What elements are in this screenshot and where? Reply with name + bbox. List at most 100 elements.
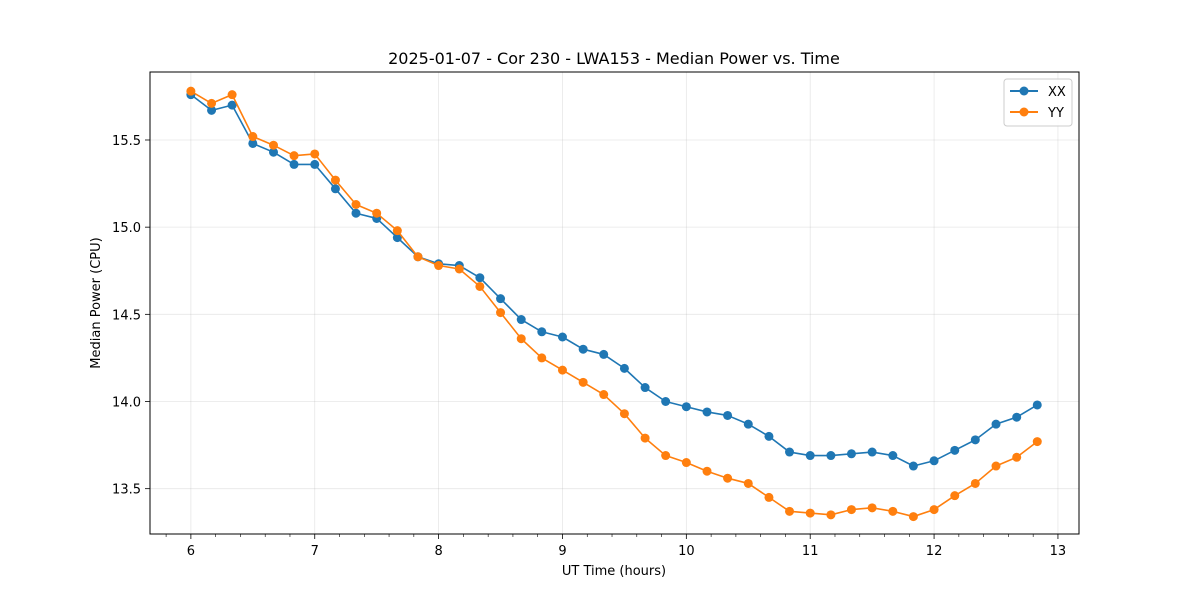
data-point-xx [475, 273, 485, 283]
x-tick-label: 6 [187, 544, 195, 559]
data-point-yy [330, 175, 340, 185]
data-point-xx [330, 184, 340, 194]
x-tick-label: 10 [678, 544, 695, 559]
data-point-yy [351, 200, 361, 209]
data-point-xx [1032, 400, 1042, 410]
data-point-yy [227, 90, 237, 100]
data-point-xx [929, 456, 939, 466]
data-point-xx [289, 159, 299, 169]
data-point-xx [392, 233, 402, 243]
x-tick-label: 13 [1050, 544, 1067, 559]
data-point-xx [496, 294, 506, 304]
y-tick-label: 14.0 [112, 396, 141, 411]
x-axis-label: UT Time (hours) [562, 564, 666, 579]
chart-title: 2025-01-07 - Cor 230 - LWA153 - Median P… [388, 49, 840, 68]
data-point-xx [1012, 412, 1022, 422]
series-line-xx [190, 94, 1038, 467]
data-point-xx [826, 451, 836, 461]
data-point-xx [681, 402, 691, 412]
data-point-yy [888, 506, 898, 516]
data-point-yy [372, 208, 382, 218]
data-point-xx [516, 315, 526, 325]
data-point-yy [557, 365, 567, 375]
data-point-xx [227, 100, 237, 110]
data-point-xx [805, 451, 815, 461]
data-point-yy [785, 506, 795, 516]
data-point-yy [413, 252, 423, 262]
data-point-yy [454, 264, 464, 274]
x-tick-label: 7 [311, 544, 319, 559]
data-point-yy [1012, 452, 1022, 462]
data-point-yy [991, 461, 1001, 471]
series-layer [186, 86, 1042, 522]
data-point-xx [351, 208, 361, 218]
legend-marker-xx [1019, 86, 1029, 96]
data-point-xx [743, 419, 753, 429]
x-tick-label: 11 [802, 544, 819, 559]
data-point-xx [867, 447, 877, 457]
data-point-xx [702, 407, 712, 417]
y-tick-label: 14.5 [112, 308, 141, 323]
data-point-yy [908, 512, 918, 522]
grid [150, 72, 1079, 534]
data-point-yy [516, 334, 526, 344]
data-point-yy [846, 505, 856, 515]
data-point-xx [970, 435, 980, 445]
data-point-yy [661, 451, 671, 461]
data-point-xx [599, 349, 609, 359]
data-point-yy [743, 478, 753, 488]
x-tick-label: 8 [434, 544, 442, 559]
y-tick-label: 13.5 [112, 483, 141, 498]
data-point-xx [619, 363, 629, 373]
x-tick-label: 9 [558, 544, 566, 559]
series-yy [186, 86, 1042, 522]
data-point-yy [723, 473, 733, 483]
data-point-xx [723, 410, 733, 420]
data-point-xx [269, 147, 278, 157]
x-tick-label: 12 [926, 544, 943, 559]
data-point-yy [764, 492, 774, 502]
data-point-yy [681, 458, 691, 468]
data-point-xx [248, 138, 258, 148]
data-point-xx [908, 461, 918, 471]
data-point-yy [496, 308, 506, 318]
data-point-yy [434, 261, 444, 271]
data-point-xx [764, 431, 774, 441]
data-point-xx [310, 159, 320, 169]
legend-label-yy: YY [1047, 106, 1064, 121]
data-point-yy [186, 86, 196, 96]
data-point-xx [207, 105, 217, 115]
data-point-yy [248, 132, 258, 142]
data-point-xx [991, 419, 1001, 429]
data-point-yy [269, 140, 278, 150]
data-point-xx [950, 445, 960, 455]
data-point-yy [599, 390, 609, 400]
plot-frame [149, 71, 1080, 535]
data-point-yy [310, 149, 320, 159]
y-tick-label: 15.5 [112, 134, 141, 149]
legend-marker-yy [1019, 107, 1029, 117]
data-point-xx [888, 451, 898, 461]
data-point-yy [950, 491, 960, 501]
legend-label-xx: XX [1048, 85, 1066, 100]
y-tick-label: 15.0 [112, 221, 141, 236]
data-point-xx [846, 449, 856, 459]
series-xx [186, 90, 1042, 471]
data-point-yy [702, 466, 712, 476]
data-point-yy [392, 226, 402, 236]
data-point-yy [805, 508, 815, 518]
axis-ticks: 6 7 8 9 10 11 12 13 13.5 14.0 14.5 15.0 15.5 [112, 134, 1066, 559]
data-point-yy [289, 151, 299, 161]
y-axis-label: Median Power (CPU) [89, 237, 104, 368]
data-point-yy [475, 281, 485, 291]
data-point-yy [537, 353, 547, 363]
data-point-yy [207, 98, 217, 108]
data-point-yy [578, 377, 588, 387]
data-point-yy [867, 503, 877, 513]
data-point-yy [619, 409, 629, 419]
data-point-yy [1032, 437, 1042, 447]
data-point-xx [640, 383, 650, 393]
legend: XX YY [1003, 78, 1073, 127]
data-point-xx [537, 327, 547, 337]
